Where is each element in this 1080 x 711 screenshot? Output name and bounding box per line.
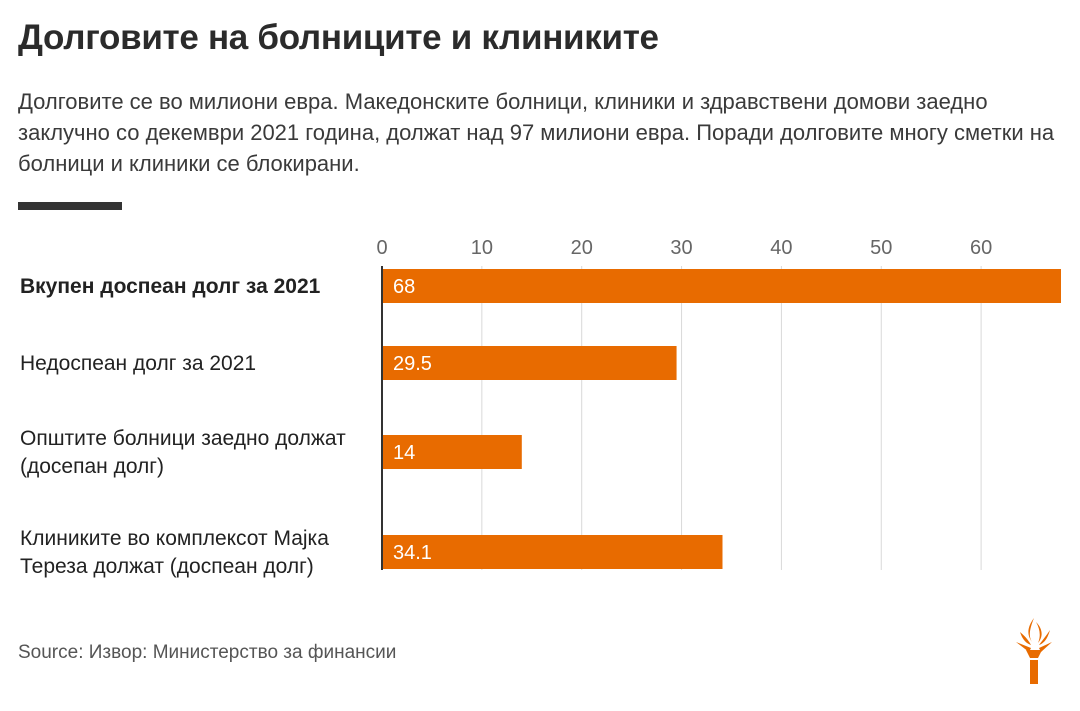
title-divider <box>18 202 122 210</box>
bar-chart: 0 10 20 30 40 50 60 68 Вкупен доспеан долг за 20… <box>20 237 1061 578</box>
x-tick-label: 50 <box>870 237 892 259</box>
chart-title: Долговите на болниците и клиниките <box>18 18 659 57</box>
bar-value-label: 34.1 <box>393 542 432 564</box>
source-note: Source: Извор: Министерство за финансии <box>18 642 397 663</box>
x-tick-label: 60 <box>970 237 992 259</box>
x-tick-label: 30 <box>670 237 692 259</box>
category-label-line: Вкупен доспеан долг за 2021 <box>20 275 321 298</box>
category-label-line: (досепан долг) <box>20 455 164 478</box>
bar <box>382 346 677 380</box>
chart-subtitle: Долговите се во милиони евра. Македонски… <box>18 89 1055 176</box>
bar <box>382 535 723 569</box>
category-label: Недоспеан долг за 2021 <box>20 352 256 375</box>
x-tick-label: 10 <box>471 237 493 259</box>
x-tick-label: 20 <box>571 237 593 259</box>
bar-value-label: 68 <box>393 276 415 298</box>
torch-icon <box>1016 618 1052 684</box>
category-label-line: Недоспеан долг за 2021 <box>20 352 256 375</box>
x-tick-label: 40 <box>770 237 792 259</box>
category-label-line: Тереза должат (доспеан долг) <box>20 555 314 578</box>
category-label: Општите болници заедно должат (досепан до… <box>20 427 346 478</box>
bar-value-label: 29.5 <box>393 353 432 375</box>
bar-value-label: 14 <box>393 442 415 464</box>
category-label: Вкупен доспеан долг за 2021 <box>20 275 321 298</box>
category-label-line: Општите болници заедно должат <box>20 427 346 450</box>
bar <box>382 435 522 469</box>
bar <box>382 269 1061 303</box>
x-tick-label: 0 <box>376 237 387 259</box>
category-label-line: Клиниките во комплексот Мајка <box>20 527 329 550</box>
category-label: Клиниките во комплексот Мајка Тереза долж… <box>20 527 329 578</box>
